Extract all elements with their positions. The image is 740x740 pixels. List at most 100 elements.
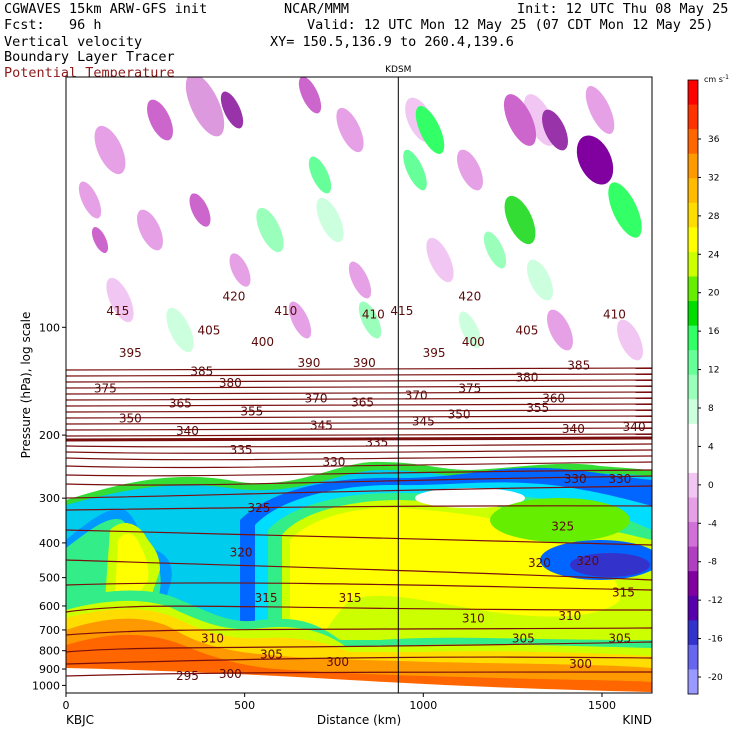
valid-time: Valid: 12 UTC Mon 12 May 25 (07 CDT Mon … [307, 17, 714, 33]
theta-label: 405 [197, 323, 220, 337]
theta-label: 300 [569, 657, 592, 671]
colorbar-swatch [688, 325, 698, 351]
colorbar-label: -12 [708, 596, 723, 606]
colorbar-label: 8 [708, 404, 714, 414]
w-streak [608, 182, 642, 238]
w-streak [91, 227, 109, 253]
theta-contours [66, 367, 652, 677]
w-streak [358, 301, 382, 339]
theta-label: 345 [412, 414, 435, 428]
w-streak [542, 109, 568, 151]
colorbar-units: cm s-1 [704, 74, 729, 84]
theta-label: 310 [462, 611, 485, 625]
colorbar-swatch [688, 104, 698, 130]
theta-label: 295 [176, 669, 199, 683]
w-streak [503, 94, 537, 146]
x-tick-label: 1500 [588, 699, 616, 712]
y-tick-label: 600 [39, 600, 60, 613]
colorbar-label: 32 [708, 173, 719, 183]
x-tick-label: 1000 [409, 699, 437, 712]
theta-label: 395 [119, 346, 142, 360]
colorbar-swatch [688, 423, 698, 449]
theta-label: 325 [247, 501, 270, 515]
y-tick-label: 800 [39, 645, 60, 658]
colorbar-swatch [688, 301, 698, 327]
w-streak [106, 277, 134, 323]
colorbar-swatch [688, 472, 698, 499]
colorbar-label: -4 [708, 519, 717, 529]
theta-label: 365 [169, 396, 192, 410]
colorbar-label: 24 [708, 250, 720, 260]
w-streak [504, 195, 536, 245]
colorbar-label: 0 [708, 481, 714, 491]
colorbar-swatch [688, 669, 698, 695]
station-mid-label: KDSM [385, 65, 411, 75]
theta-label: 365 [351, 395, 374, 409]
theta-label: 345 [310, 418, 333, 432]
w-streak [308, 156, 332, 194]
colorbar-label: -20 [708, 673, 723, 683]
model-title: CGWAVES 15km ARW-GFS init [4, 1, 208, 17]
y-tick-label: 700 [39, 624, 60, 637]
x-tick-label: 0 [63, 699, 70, 712]
x-tick-label: 500 [234, 699, 255, 712]
plot-frame [65, 76, 653, 694]
w-streak [298, 77, 322, 114]
colorbar-swatch [688, 129, 698, 155]
theta-label: 360 [542, 391, 565, 405]
colorbar: 36 32 28 24 20 16 12 8 4 0 -4 -8 -12 -16 -20 [687, 79, 723, 695]
w-streak [403, 149, 427, 191]
theta-label: 305 [512, 632, 535, 646]
w-streak [288, 301, 312, 339]
w-streak [78, 181, 102, 219]
theta-label: 335 [365, 436, 388, 450]
theta-label: 415 [106, 304, 129, 318]
theta-label: 355 [240, 405, 263, 419]
theta-label: 325 [551, 520, 574, 534]
theta-label: 315 [339, 591, 362, 605]
theta-label: 390 [298, 356, 321, 370]
theta-label: 395 [423, 346, 446, 360]
colorbar-swatch [688, 546, 698, 572]
colorbar-label: 4 [708, 442, 714, 452]
y-tick-label: 400 [39, 537, 60, 550]
theta-label: 370 [405, 388, 428, 402]
theta-label: 380 [219, 376, 242, 390]
colorbar-swatch [688, 595, 698, 621]
vertical-velocity-streaks [78, 77, 643, 361]
theta-label: 305 [608, 632, 631, 646]
theta-label: 370 [305, 391, 328, 405]
theta-label: 310 [201, 632, 224, 646]
w-streak [316, 197, 344, 243]
theta-label: 330 [564, 472, 587, 486]
y-axis-label: Pressure (hPa), log scale [19, 312, 33, 459]
theta-label: 330 [323, 455, 346, 469]
w-streak [617, 319, 643, 361]
colorbar-swatch [688, 153, 698, 179]
colorbar-swatch [688, 522, 698, 548]
colorbar-swatch [688, 644, 698, 670]
theta-label: 315 [255, 591, 278, 605]
theta-label: 385 [190, 365, 213, 379]
y-tick-label: 200 [39, 429, 60, 442]
theta-label: 400 [462, 335, 485, 349]
w-streak [348, 261, 372, 299]
colorbar-swatch [688, 276, 698, 302]
theta-label: 320 [528, 556, 551, 570]
cross-section-xy: XY= 150.5,136.9 to 260.4,139.6 [270, 34, 514, 50]
w-streak [137, 209, 163, 251]
theta-label: 300 [326, 655, 349, 669]
w-streak [426, 237, 454, 283]
theta-label: 335 [230, 443, 253, 457]
w-streak [185, 77, 225, 137]
init-time: Init: 12 UTC Thu 08 May 25 [517, 1, 729, 17]
theta-label: 315 [612, 585, 635, 599]
theta-label: 415 [390, 304, 413, 318]
w-streak [415, 106, 445, 154]
w-streak [458, 311, 482, 349]
plot-field: 415 420 410 410 415 420 410 405 405 400 400 395 395 3… [66, 77, 652, 693]
theta-label: 305 [260, 648, 283, 662]
theta-label: 420 [458, 289, 481, 303]
colorbar-swatch [688, 202, 698, 228]
